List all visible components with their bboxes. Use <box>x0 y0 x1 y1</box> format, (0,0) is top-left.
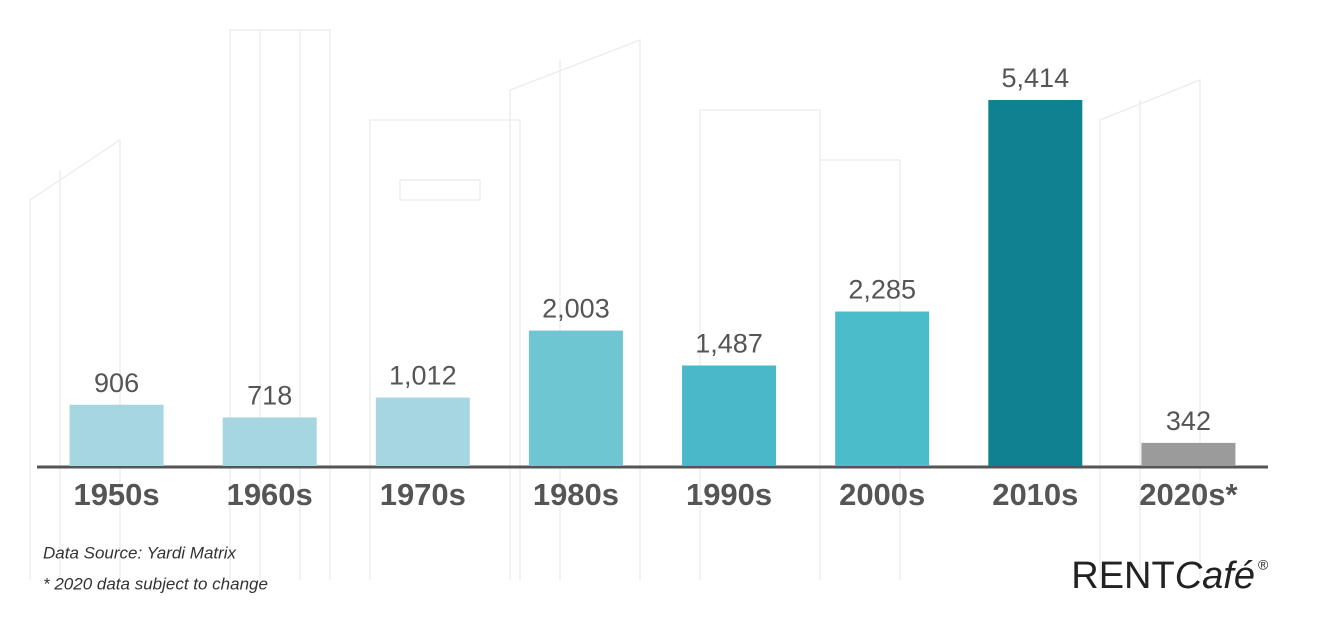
x-tick-label: 1950s <box>73 477 159 512</box>
value-label: 342 <box>1166 406 1211 436</box>
x-tick-label: 2020s* <box>1139 477 1238 512</box>
x-tick-label: 2010s <box>992 477 1078 512</box>
value-label: 2,003 <box>542 294 610 324</box>
logo: RENTCafé <box>1071 555 1255 597</box>
x-tick-label: 1980s <box>533 477 619 512</box>
bar <box>1141 442 1236 466</box>
logo-text: RENT <box>1071 555 1174 597</box>
x-tick-label: 1990s <box>686 477 772 512</box>
x-tick-label: 1960s <box>227 477 313 512</box>
source-note: Data Source: Yardi Matrix <box>43 543 237 562</box>
x-tick-label: 1970s <box>380 477 466 512</box>
value-label: 1,487 <box>695 329 763 359</box>
bar <box>835 311 930 466</box>
bar <box>69 404 164 466</box>
value-label: 1,012 <box>389 361 457 391</box>
value-label: 906 <box>94 368 139 398</box>
bar <box>375 397 470 466</box>
background-sketch <box>29 29 1201 580</box>
footnote: * 2020 data subject to change <box>43 574 268 593</box>
value-label: 718 <box>247 381 292 411</box>
logo-accent: Café <box>1175 555 1255 597</box>
bar <box>988 100 1083 466</box>
bar <box>682 365 777 466</box>
value-label: 2,285 <box>848 275 916 305</box>
bar <box>222 417 317 466</box>
logo-mark: ® <box>1258 557 1269 573</box>
bar <box>528 330 623 466</box>
x-tick-label: 2000s <box>839 477 925 512</box>
value-label: 5,414 <box>1002 63 1070 93</box>
